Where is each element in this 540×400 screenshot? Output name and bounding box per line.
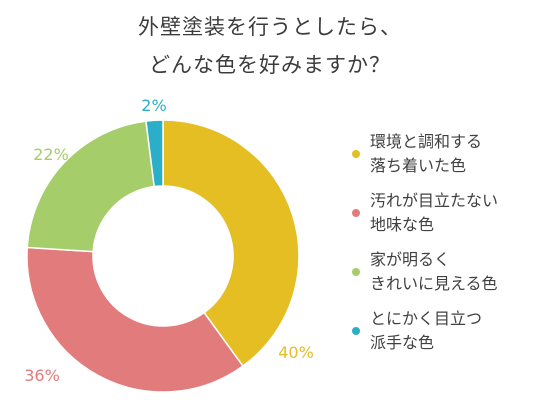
slice-percent-label: 40% xyxy=(278,343,314,362)
legend-label-line: 派手な色 xyxy=(370,333,435,352)
legend-item-calm: 環境と調和する 落ち着いた色 xyxy=(352,130,537,178)
chart-legend: 環境と調和する 落ち着いた色 汚れが目立たない 地味な色 家が明るく きれいに見… xyxy=(352,130,537,366)
legend-swatch xyxy=(352,150,360,158)
legend-swatch xyxy=(352,268,360,276)
legend-label-line: きれいに見える色 xyxy=(370,274,498,293)
legend-item-plain: 汚れが目立たない 地味な色 xyxy=(352,189,537,237)
slice-percent-label: 36% xyxy=(24,366,60,385)
donut-slice xyxy=(26,246,244,393)
donut-slice xyxy=(145,119,164,188)
legend-swatch xyxy=(352,209,360,217)
chart-title-line-2: どんな色を好みますか？ xyxy=(149,53,391,77)
legend-label-line: 汚れが目立たない xyxy=(370,191,499,210)
slice-percent-label: 22% xyxy=(33,145,69,164)
legend-item-flashy: とにかく目立つ 派手な色 xyxy=(352,307,537,355)
legend-label-line: 落ち着いた色 xyxy=(370,156,467,175)
legend-item-bright: 家が明るく きれいに見える色 xyxy=(352,248,537,296)
donut-slice xyxy=(162,119,300,368)
legend-label-line: 地味な色 xyxy=(370,215,435,234)
legend-label-line: 家が明るく xyxy=(370,250,451,269)
chart-title-line-1: 外壁塗装を行うとしたら、 xyxy=(138,15,402,39)
legend-swatch xyxy=(352,327,360,335)
legend-label-line: 環境と調和する xyxy=(370,132,483,151)
donut-slice xyxy=(26,120,156,253)
legend-label-line: とにかく目立つ xyxy=(370,309,483,328)
slice-percent-label: 2% xyxy=(141,96,166,115)
